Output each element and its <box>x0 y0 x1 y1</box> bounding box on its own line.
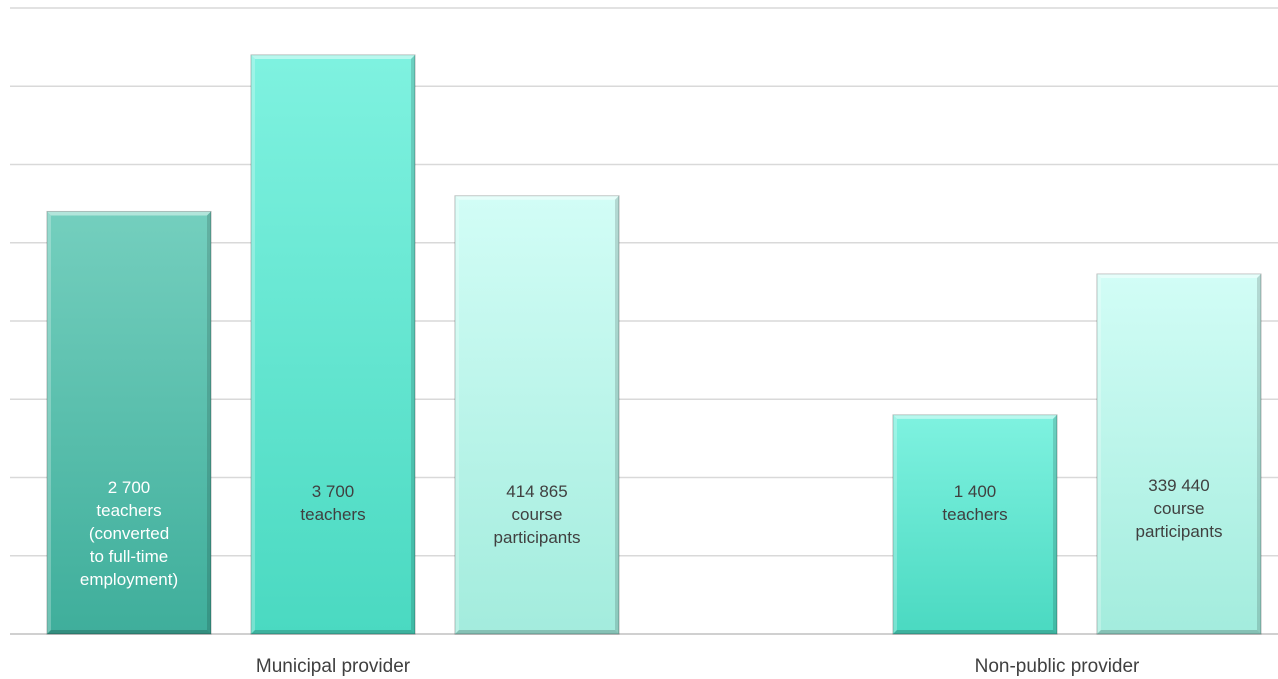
bar-data-label-line: 414 865 <box>506 482 567 501</box>
bar-data-label-line: 1 400 <box>954 482 997 501</box>
bar-bevel-left <box>47 211 51 634</box>
bar-bevel-right <box>411 54 415 634</box>
bar <box>250 54 416 635</box>
bar-data-label-line: course <box>1153 499 1204 518</box>
bar-group <box>454 195 620 635</box>
bar-data-label-line: participants <box>494 528 581 547</box>
bar-bevel-bottom <box>47 630 211 634</box>
bar-bevel-right <box>615 195 619 635</box>
bar-bevel-left <box>1097 274 1101 634</box>
x-tick-label: Municipal provider <box>256 656 411 677</box>
bar-data-label-line: teachers <box>300 505 365 524</box>
bar-data-label-line: (converted <box>89 524 169 543</box>
bar <box>454 195 620 635</box>
bar-bevel-bottom <box>251 630 415 634</box>
bar-data-label-line: 2 700 <box>108 478 151 497</box>
bar <box>1096 273 1262 635</box>
bar-group <box>892 414 1058 635</box>
bar-bevel-left <box>251 54 255 634</box>
bar-group <box>250 54 416 635</box>
x-tick-label: Non-public provider <box>975 656 1140 677</box>
bar-data-label-line: participants <box>1136 522 1223 541</box>
bar-data-label: 2 700 teachers (converted to full-time emplo… <box>80 478 178 589</box>
bar-labels: 2 700 teachers (converted to full-time emplo… <box>80 476 1223 589</box>
bar-bevel-right <box>1257 274 1261 634</box>
bar-bevel-left <box>455 195 459 635</box>
bar-bevel-top <box>455 195 619 200</box>
bar-bevel-right <box>1053 414 1057 634</box>
bar-data-label: 3 700 teachers <box>300 482 365 524</box>
bar-data-label-line: 3 700 <box>312 482 355 501</box>
bar-data-label-line: to full-time <box>90 547 168 566</box>
bar-group <box>46 210 212 635</box>
bar-bevel-top <box>251 54 415 59</box>
bar-bevel-bottom <box>1097 630 1261 634</box>
bar-data-label-line: employment) <box>80 570 178 589</box>
bar-data-label-line: teachers <box>942 505 1007 524</box>
category-labels: Municipal provider Non-public provider <box>256 656 1140 677</box>
bar <box>46 210 212 635</box>
bar-data-label-line: course <box>511 505 562 524</box>
bar-data-label-line: teachers <box>96 501 161 520</box>
bar-bevel-bottom <box>893 630 1057 634</box>
bar-bevel-bottom <box>455 630 619 634</box>
bar <box>892 414 1058 635</box>
gridlines <box>10 7 1278 635</box>
bars <box>46 54 1262 635</box>
bar-bevel-right <box>207 211 211 634</box>
bar-bevel-top <box>47 211 211 216</box>
bar-group <box>1096 273 1262 635</box>
bar-data-label: 1 400 teachers <box>942 482 1007 524</box>
bar-data-label-line: 339 440 <box>1148 476 1209 495</box>
bar-data-label: 339 440 course participants <box>1136 476 1223 541</box>
bar-bevel-top <box>1097 274 1261 279</box>
bar-bevel-left <box>893 414 897 634</box>
bar-data-label: 414 865 course participants <box>494 482 581 547</box>
bar-bevel-top <box>893 414 1057 419</box>
